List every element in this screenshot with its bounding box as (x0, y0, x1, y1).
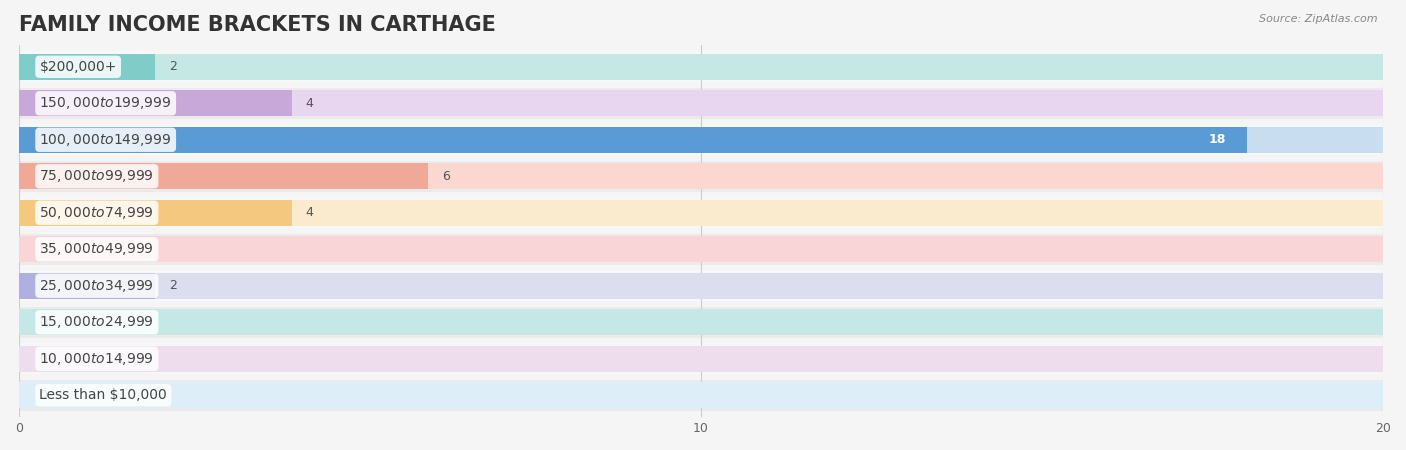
Bar (20, 54, 1384, 80)
Bar (20, 126, 1384, 153)
Bar (20, 163, 1384, 189)
Bar (20, 90, 292, 117)
Text: Source: ZipAtlas.com: Source: ZipAtlas.com (1260, 14, 1378, 23)
Text: $200,000+: $200,000+ (39, 60, 117, 74)
Text: 2: 2 (169, 60, 177, 73)
Bar (20, 88, 1384, 119)
Bar (20, 234, 1384, 265)
Bar (20, 273, 1384, 299)
Bar (20, 126, 1247, 153)
Text: 0: 0 (39, 243, 48, 256)
Text: 6: 6 (441, 170, 450, 183)
Text: $10,000 to $14,999: $10,000 to $14,999 (39, 351, 155, 367)
Bar (20, 346, 1384, 372)
Bar (20, 307, 1384, 338)
Bar (20, 273, 156, 299)
Text: $75,000 to $99,999: $75,000 to $99,999 (39, 168, 155, 184)
Bar (20, 270, 1384, 301)
Bar (20, 236, 1384, 262)
Bar (20, 200, 292, 226)
Bar (20, 382, 1384, 409)
Bar (20, 54, 156, 80)
Bar (20, 343, 1384, 374)
Text: $35,000 to $49,999: $35,000 to $49,999 (39, 241, 155, 257)
Text: Less than $10,000: Less than $10,000 (39, 388, 167, 402)
Text: 0: 0 (39, 389, 48, 402)
Text: $15,000 to $24,999: $15,000 to $24,999 (39, 314, 155, 330)
Text: 4: 4 (305, 206, 314, 219)
Bar (20, 90, 1384, 117)
Text: $50,000 to $74,999: $50,000 to $74,999 (39, 205, 155, 221)
Bar (20, 197, 1384, 228)
Bar (20, 51, 1384, 82)
Text: FAMILY INCOME BRACKETS IN CARTHAGE: FAMILY INCOME BRACKETS IN CARTHAGE (20, 15, 496, 35)
Bar (20, 161, 1384, 192)
Bar (20, 163, 429, 189)
Text: $25,000 to $34,999: $25,000 to $34,999 (39, 278, 155, 294)
Bar (20, 124, 1384, 155)
Text: $100,000 to $149,999: $100,000 to $149,999 (39, 132, 172, 148)
Bar (20, 380, 1384, 411)
Text: 0: 0 (39, 316, 48, 329)
Text: 0: 0 (39, 352, 48, 365)
Text: 18: 18 (1209, 133, 1226, 146)
Bar (20, 309, 1384, 335)
Text: 2: 2 (169, 279, 177, 292)
Text: $150,000 to $199,999: $150,000 to $199,999 (39, 95, 172, 111)
Text: 4: 4 (305, 97, 314, 110)
Bar (20, 200, 1384, 226)
